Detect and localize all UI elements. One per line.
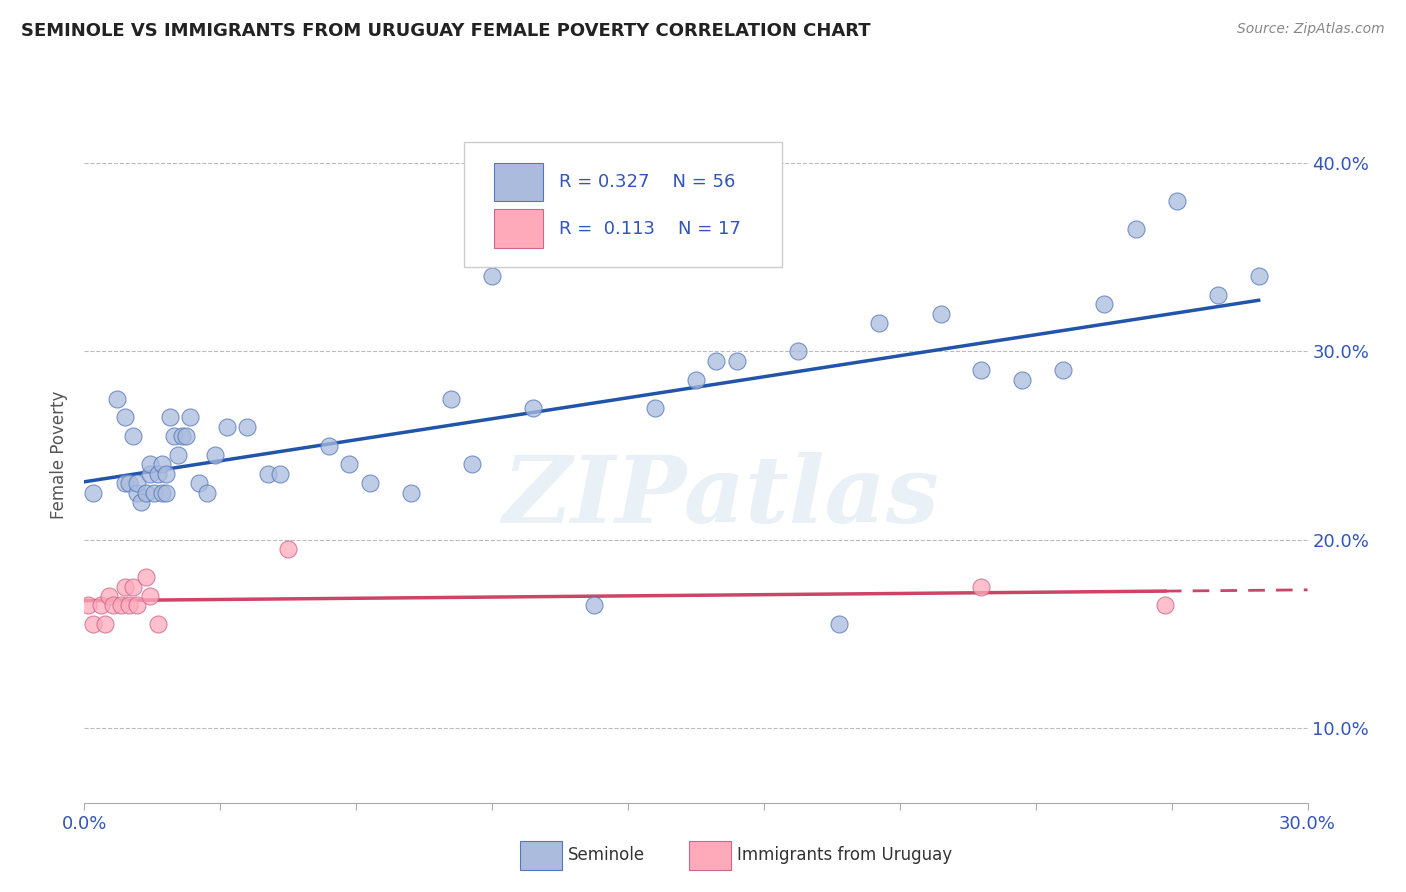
Point bbox=[970, 580, 993, 594]
Point bbox=[150, 485, 173, 500]
Bar bbox=[494, 210, 543, 248]
Point bbox=[82, 617, 104, 632]
Point bbox=[97, 589, 120, 603]
Point bbox=[127, 485, 149, 500]
Point bbox=[644, 401, 666, 415]
Point bbox=[236, 419, 259, 434]
Point bbox=[399, 485, 422, 500]
Point bbox=[101, 599, 124, 613]
Point bbox=[461, 458, 484, 472]
Text: SEMINOLE VS IMMIGRANTS FROM URUGUAY FEMALE POVERTY CORRELATION CHART: SEMINOLE VS IMMIGRANTS FROM URUGUAY FEMA… bbox=[21, 22, 870, 40]
Point bbox=[142, 485, 165, 500]
Point bbox=[105, 392, 128, 406]
Point bbox=[172, 429, 194, 443]
Point bbox=[122, 429, 145, 443]
Point bbox=[787, 344, 810, 359]
Point bbox=[146, 617, 169, 632]
Point bbox=[135, 485, 157, 500]
Point bbox=[1092, 297, 1115, 311]
Point bbox=[1247, 269, 1270, 284]
Point bbox=[1206, 288, 1229, 302]
Point bbox=[179, 410, 201, 425]
Point bbox=[163, 429, 186, 443]
Point bbox=[970, 363, 993, 377]
Point bbox=[828, 617, 851, 632]
Point bbox=[706, 354, 728, 368]
Point bbox=[869, 316, 891, 330]
Point bbox=[118, 599, 141, 613]
Point bbox=[114, 580, 136, 594]
Point bbox=[522, 401, 544, 415]
Point bbox=[440, 392, 463, 406]
Point bbox=[685, 373, 707, 387]
Point bbox=[359, 476, 381, 491]
Point bbox=[114, 410, 136, 425]
Point bbox=[277, 541, 299, 556]
Point bbox=[167, 448, 190, 462]
Point bbox=[93, 617, 117, 632]
Point bbox=[150, 458, 173, 472]
Point bbox=[1154, 599, 1177, 613]
Y-axis label: Female Poverty: Female Poverty bbox=[51, 391, 69, 519]
Point bbox=[1052, 363, 1074, 377]
Point bbox=[110, 599, 132, 613]
Point bbox=[155, 485, 177, 500]
Text: R = 0.327    N = 56: R = 0.327 N = 56 bbox=[560, 173, 735, 191]
Point bbox=[138, 458, 160, 472]
Point bbox=[217, 419, 239, 434]
Point bbox=[122, 580, 145, 594]
Point bbox=[135, 570, 157, 584]
Point bbox=[127, 599, 149, 613]
Point bbox=[187, 476, 209, 491]
Point bbox=[1166, 194, 1188, 208]
Point bbox=[725, 354, 748, 368]
Text: R =  0.113    N = 17: R = 0.113 N = 17 bbox=[560, 219, 741, 238]
Text: ZIPatlas: ZIPatlas bbox=[502, 451, 939, 541]
Point bbox=[114, 476, 136, 491]
Text: Seminole: Seminole bbox=[568, 847, 645, 864]
Point bbox=[257, 467, 280, 481]
Point bbox=[146, 467, 169, 481]
Point bbox=[118, 476, 141, 491]
Point bbox=[1011, 373, 1033, 387]
Point bbox=[269, 467, 291, 481]
Point bbox=[481, 269, 503, 284]
Point bbox=[176, 429, 198, 443]
Point bbox=[204, 448, 226, 462]
Point bbox=[131, 495, 153, 509]
Point bbox=[195, 485, 218, 500]
Point bbox=[138, 467, 160, 481]
Bar bbox=[494, 162, 543, 201]
Point bbox=[90, 599, 112, 613]
Point bbox=[155, 467, 177, 481]
Point bbox=[127, 476, 149, 491]
Point bbox=[583, 599, 606, 613]
Point bbox=[1125, 222, 1147, 236]
Point bbox=[82, 485, 104, 500]
FancyBboxPatch shape bbox=[464, 142, 782, 267]
Text: Immigrants from Uruguay: Immigrants from Uruguay bbox=[737, 847, 952, 864]
Point bbox=[929, 307, 952, 321]
Point bbox=[159, 410, 181, 425]
Point bbox=[339, 458, 361, 472]
Text: Source: ZipAtlas.com: Source: ZipAtlas.com bbox=[1237, 22, 1385, 37]
Point bbox=[138, 589, 160, 603]
Point bbox=[77, 599, 100, 613]
Point bbox=[318, 438, 340, 452]
